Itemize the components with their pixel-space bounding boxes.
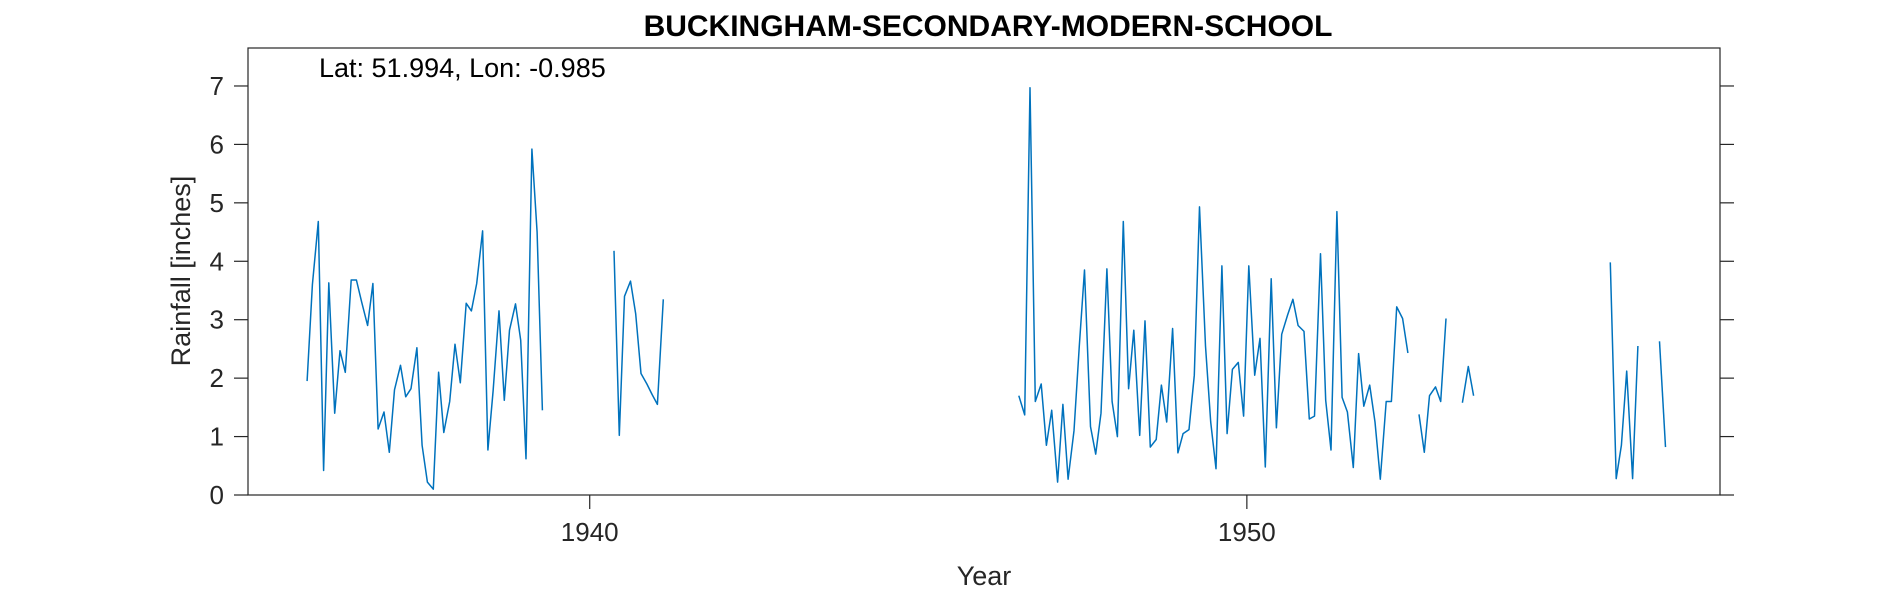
x-axis: 1940 1950 bbox=[561, 495, 1276, 547]
y-tick-label: 5 bbox=[210, 188, 224, 218]
rainfall-series-segment bbox=[1609, 262, 1639, 480]
location-annotation: Lat: 51.994, Lon: -0.985 bbox=[319, 53, 606, 83]
y-tick-label: 6 bbox=[210, 129, 224, 159]
y-tick-label: 0 bbox=[210, 480, 224, 510]
y-tick-label: 1 bbox=[210, 422, 224, 452]
rainfall-series-segment bbox=[1418, 318, 1447, 454]
plot-area bbox=[247, 47, 1721, 496]
y-tick-label: 2 bbox=[210, 363, 224, 393]
y-axis-label: Rainfall [inches] bbox=[166, 176, 196, 367]
y-tick-label: 4 bbox=[210, 246, 224, 276]
y-tick-label: 3 bbox=[210, 305, 224, 335]
x-tick-label: 1940 bbox=[561, 517, 619, 547]
y-axis: 0 1 2 3 4 5 6 7 bbox=[210, 71, 1734, 510]
x-tick-label: 1950 bbox=[1218, 517, 1276, 547]
series-layer bbox=[306, 86, 1667, 490]
rainfall-series-segment bbox=[613, 250, 665, 437]
rainfall-series-segment bbox=[1018, 86, 1409, 483]
chart-title: BUCKINGHAM-SECONDARY-MODERN-SCHOOL bbox=[644, 10, 1333, 43]
y-tick-label: 7 bbox=[210, 71, 224, 101]
rainfall-series-segment bbox=[1461, 365, 1475, 403]
rainfall-series-segment bbox=[1658, 341, 1667, 448]
rainfall-series-segment bbox=[306, 148, 544, 490]
x-axis-label: Year bbox=[957, 561, 1012, 591]
